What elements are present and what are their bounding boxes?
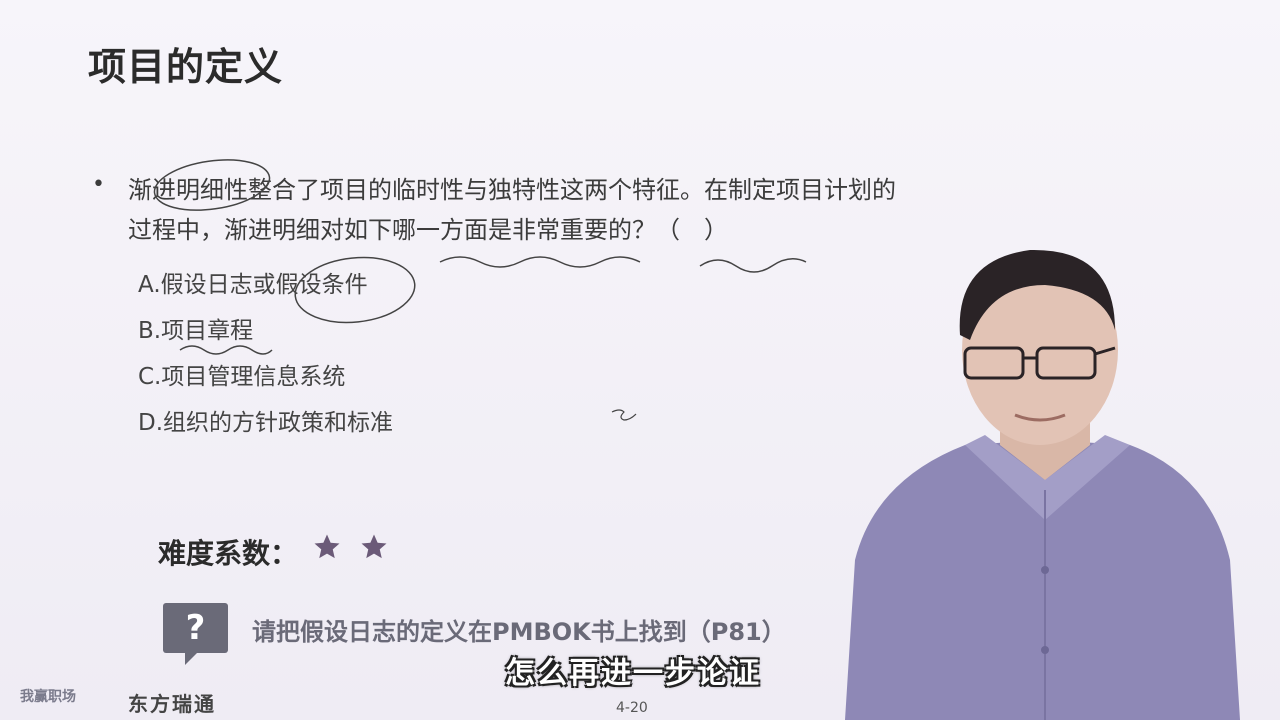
- brand-logo-right: 东方瑞通: [128, 692, 216, 716]
- star-icon: [314, 534, 340, 559]
- question-mark-icon: ?: [163, 603, 228, 665]
- difficulty-stars: [312, 532, 401, 566]
- option-c: C.项目管理信息系统: [138, 364, 346, 390]
- presenter-video: [845, 249, 1240, 720]
- options-list: A.假设日志或假设条件 B.项目章程 C.项目管理信息系统 D.组织的方针政策和…: [138, 262, 393, 446]
- difficulty-label: 难度系数：: [158, 537, 299, 570]
- hint-text: 请把假设日志的定义在PMBOK书上找到（P81）: [252, 618, 786, 646]
- slide-title: 项目的定义: [88, 45, 284, 89]
- bullet-marker: •: [92, 172, 105, 197]
- brand-logo-left: 我赢职场: [20, 689, 76, 705]
- option-b: B.项目章程: [138, 318, 254, 344]
- star-icon: [361, 534, 387, 559]
- page-number: 4-20: [616, 700, 648, 716]
- video-subtitle: 怎么再进一步论证: [505, 656, 761, 691]
- option-a: A.假设日志或假设条件: [138, 272, 368, 298]
- option-d: D.组织的方针政策和标准: [138, 410, 394, 436]
- question-text: 渐进明细性整合了项目的临时性与独特性这两个特征。在制定项目计划的过程中，渐进明细…: [128, 176, 896, 244]
